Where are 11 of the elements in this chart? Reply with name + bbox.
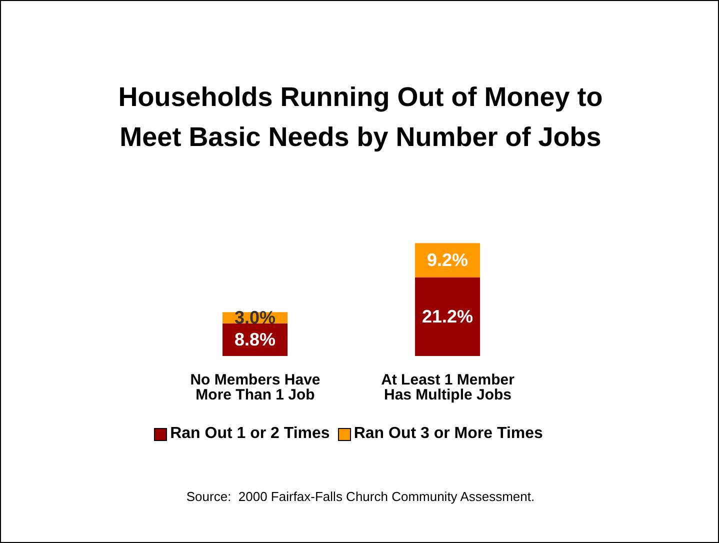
data-label: 21.2%	[422, 306, 474, 327]
data-label: 3.0%	[234, 308, 276, 328]
x-tick-label: At Least 1 Member Has Multiple Jobs	[381, 372, 515, 404]
source-note: Source: 2000 Fairfax-Falls Church Community Assessment.	[185, 489, 536, 504]
legend-label: Ran Out 3 or More Times	[352, 425, 543, 443]
chart-title: Households Running Out of Money to Meet Basic Needs by Number of Jobs	[117, 81, 604, 154]
x-tick-label: No Members Have More Than 1 Job	[190, 372, 320, 404]
data-label: 8.8%	[234, 330, 276, 350]
data-label: 9.2%	[427, 250, 468, 270]
legend-label: Ran Out 1 or 2 Times	[169, 425, 330, 443]
bar	[415, 277, 480, 356]
